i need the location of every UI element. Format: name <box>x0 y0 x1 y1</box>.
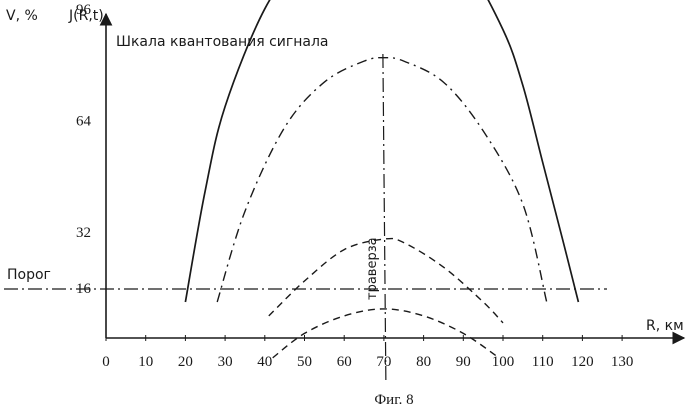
y-tick-label: 64 <box>76 113 92 129</box>
x-tick-label: 40 <box>257 354 272 370</box>
x-tick-label: 100 <box>492 354 515 370</box>
x-tick-label: 30 <box>218 354 233 370</box>
traverse-line <box>383 54 386 384</box>
y-tick-label: 32 <box>76 225 91 241</box>
threshold-label: Порог <box>7 267 51 283</box>
x-tick-labels: 0 10 20 30 40 50 60 70 80 90 100 110 120 130 <box>102 354 633 370</box>
y-axis-label-secondary: J(R,t) <box>68 8 104 24</box>
x-tick-label: 90 <box>456 354 471 370</box>
series-line-2 <box>217 58 547 302</box>
chart-subtitle: Шкала квантования сигнала <box>116 34 329 50</box>
x-tick-label: 20 <box>178 354 193 370</box>
traverse-label: траверза <box>365 237 380 300</box>
x-tick-label: 60 <box>337 354 352 370</box>
figure-caption: Фиг. 8 <box>374 392 413 408</box>
x-tick-label: 0 <box>102 354 110 370</box>
series-layer <box>185 0 578 358</box>
x-axis-label: R, км <box>646 318 684 334</box>
x-tick-label: 80 <box>416 354 431 370</box>
x-tick-label: 10 <box>138 354 153 370</box>
x-tick-label: 70 <box>376 354 391 370</box>
x-tick-label: 120 <box>571 354 594 370</box>
x-tick-label: 130 <box>611 354 634 370</box>
y-tick-labels: 16326496128 <box>69 0 92 297</box>
y-axis-label: V, % <box>6 8 38 24</box>
x-tick-label: 110 <box>532 354 554 370</box>
series-line-3 <box>269 238 503 322</box>
x-tick-label: 50 <box>297 354 312 370</box>
